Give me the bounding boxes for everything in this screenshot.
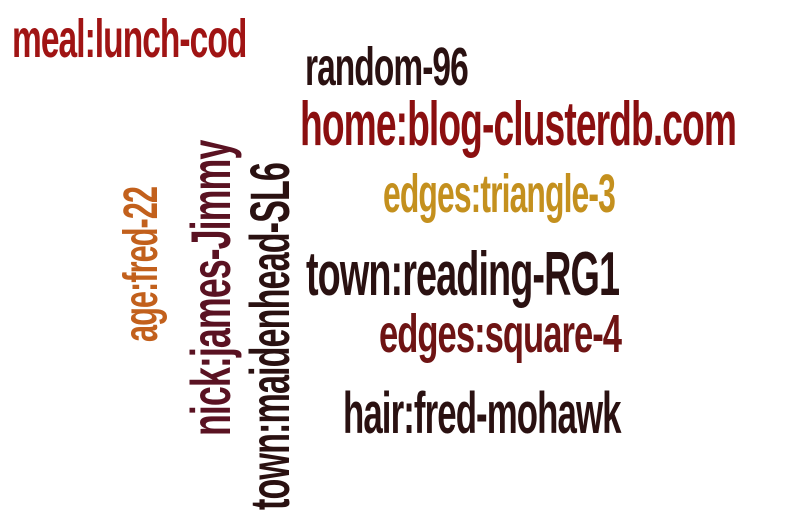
word-edges-triangle: edges:triangle-3 <box>383 164 616 224</box>
word-town-maidenhead: town:maidenhead-SL6 <box>238 162 301 510</box>
word-meal-lunch-cod: meal:lunch-cod <box>12 9 247 69</box>
word-age-fred-22: age:fred-22 <box>115 186 168 342</box>
word-town-reading: town:reading-RG1 <box>306 240 620 309</box>
word-edges-square: edges:square-4 <box>379 304 622 364</box>
word-hair-fred-mohawk: hair:fred-mohawk <box>343 381 621 446</box>
word-nick-james-jimmy: nick:james-Jimmy <box>179 140 242 436</box>
word-random-96: random-96 <box>305 37 469 97</box>
word-home-blog: home:blog-clusterdb.com <box>300 90 737 159</box>
